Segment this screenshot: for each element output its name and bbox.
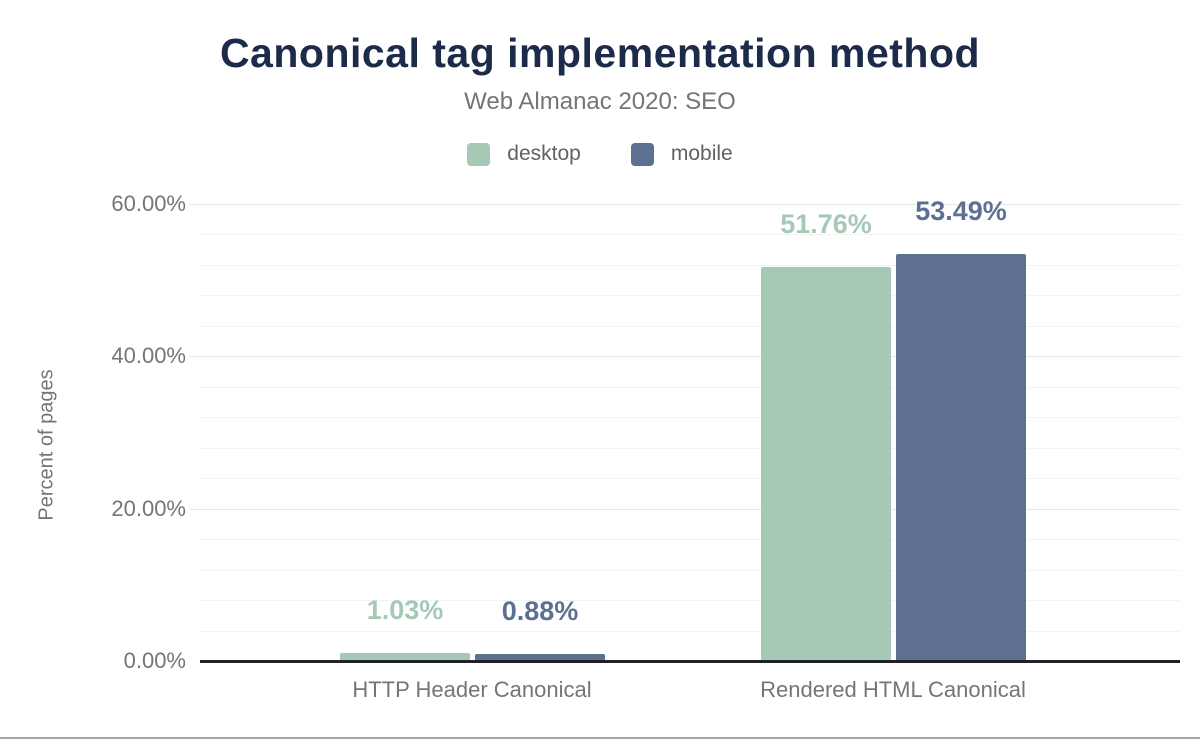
minor-gridline <box>200 539 1180 540</box>
value-label-mobile-2: 53.49% <box>915 196 1007 226</box>
minor-gridline <box>200 600 1180 601</box>
value-label-desktop-2: 51.76% <box>780 209 872 239</box>
minor-gridline <box>200 570 1180 571</box>
value-label-mobile-1: 0.88% <box>501 596 579 626</box>
x-category-label: HTTP Header Canonical <box>352 677 592 702</box>
legend: desktop mobile <box>0 142 1200 166</box>
minor-gridline <box>200 326 1180 327</box>
minor-gridline <box>200 478 1180 479</box>
legend-label-desktop: desktop <box>507 142 581 165</box>
bar-desktop-2[interactable] <box>761 267 891 661</box>
x-axis-line <box>200 660 1180 663</box>
legend-item-mobile[interactable]: mobile <box>630 142 733 166</box>
y-tick-label: 40.00% <box>111 343 186 368</box>
y-tick-label: 20.00% <box>111 496 186 521</box>
bottom-border <box>0 737 1200 739</box>
desktop-swatch-icon <box>467 142 491 166</box>
major-gridline <box>190 509 1180 510</box>
y-tick-label: 60.00% <box>111 191 186 216</box>
chart-subtitle: Web Almanac 2020: SEO <box>464 88 736 115</box>
minor-gridline <box>200 295 1180 296</box>
bar-mobile-2[interactable] <box>896 254 1026 661</box>
major-gridline <box>190 204 1180 205</box>
major-gridline <box>190 356 1180 357</box>
minor-gridline <box>200 631 1180 632</box>
x-category-label: Rendered HTML Canonical <box>760 677 1026 702</box>
mobile-swatch-icon <box>630 142 654 166</box>
bar-mobile-1[interactable] <box>475 654 605 661</box>
minor-gridline <box>200 417 1180 418</box>
minor-gridline <box>200 234 1180 235</box>
bar-desktop-1[interactable] <box>340 653 470 661</box>
value-label-desktop-1: 1.03% <box>366 595 444 625</box>
y-tick-label: 0.00% <box>123 648 186 673</box>
legend-item-desktop[interactable]: desktop <box>467 142 581 166</box>
minor-gridline <box>200 448 1180 449</box>
minor-gridline <box>200 387 1180 388</box>
minor-gridline <box>200 265 1180 266</box>
chart-title: Canonical tag implementation method <box>219 30 981 76</box>
legend-label-mobile: mobile <box>670 142 733 165</box>
